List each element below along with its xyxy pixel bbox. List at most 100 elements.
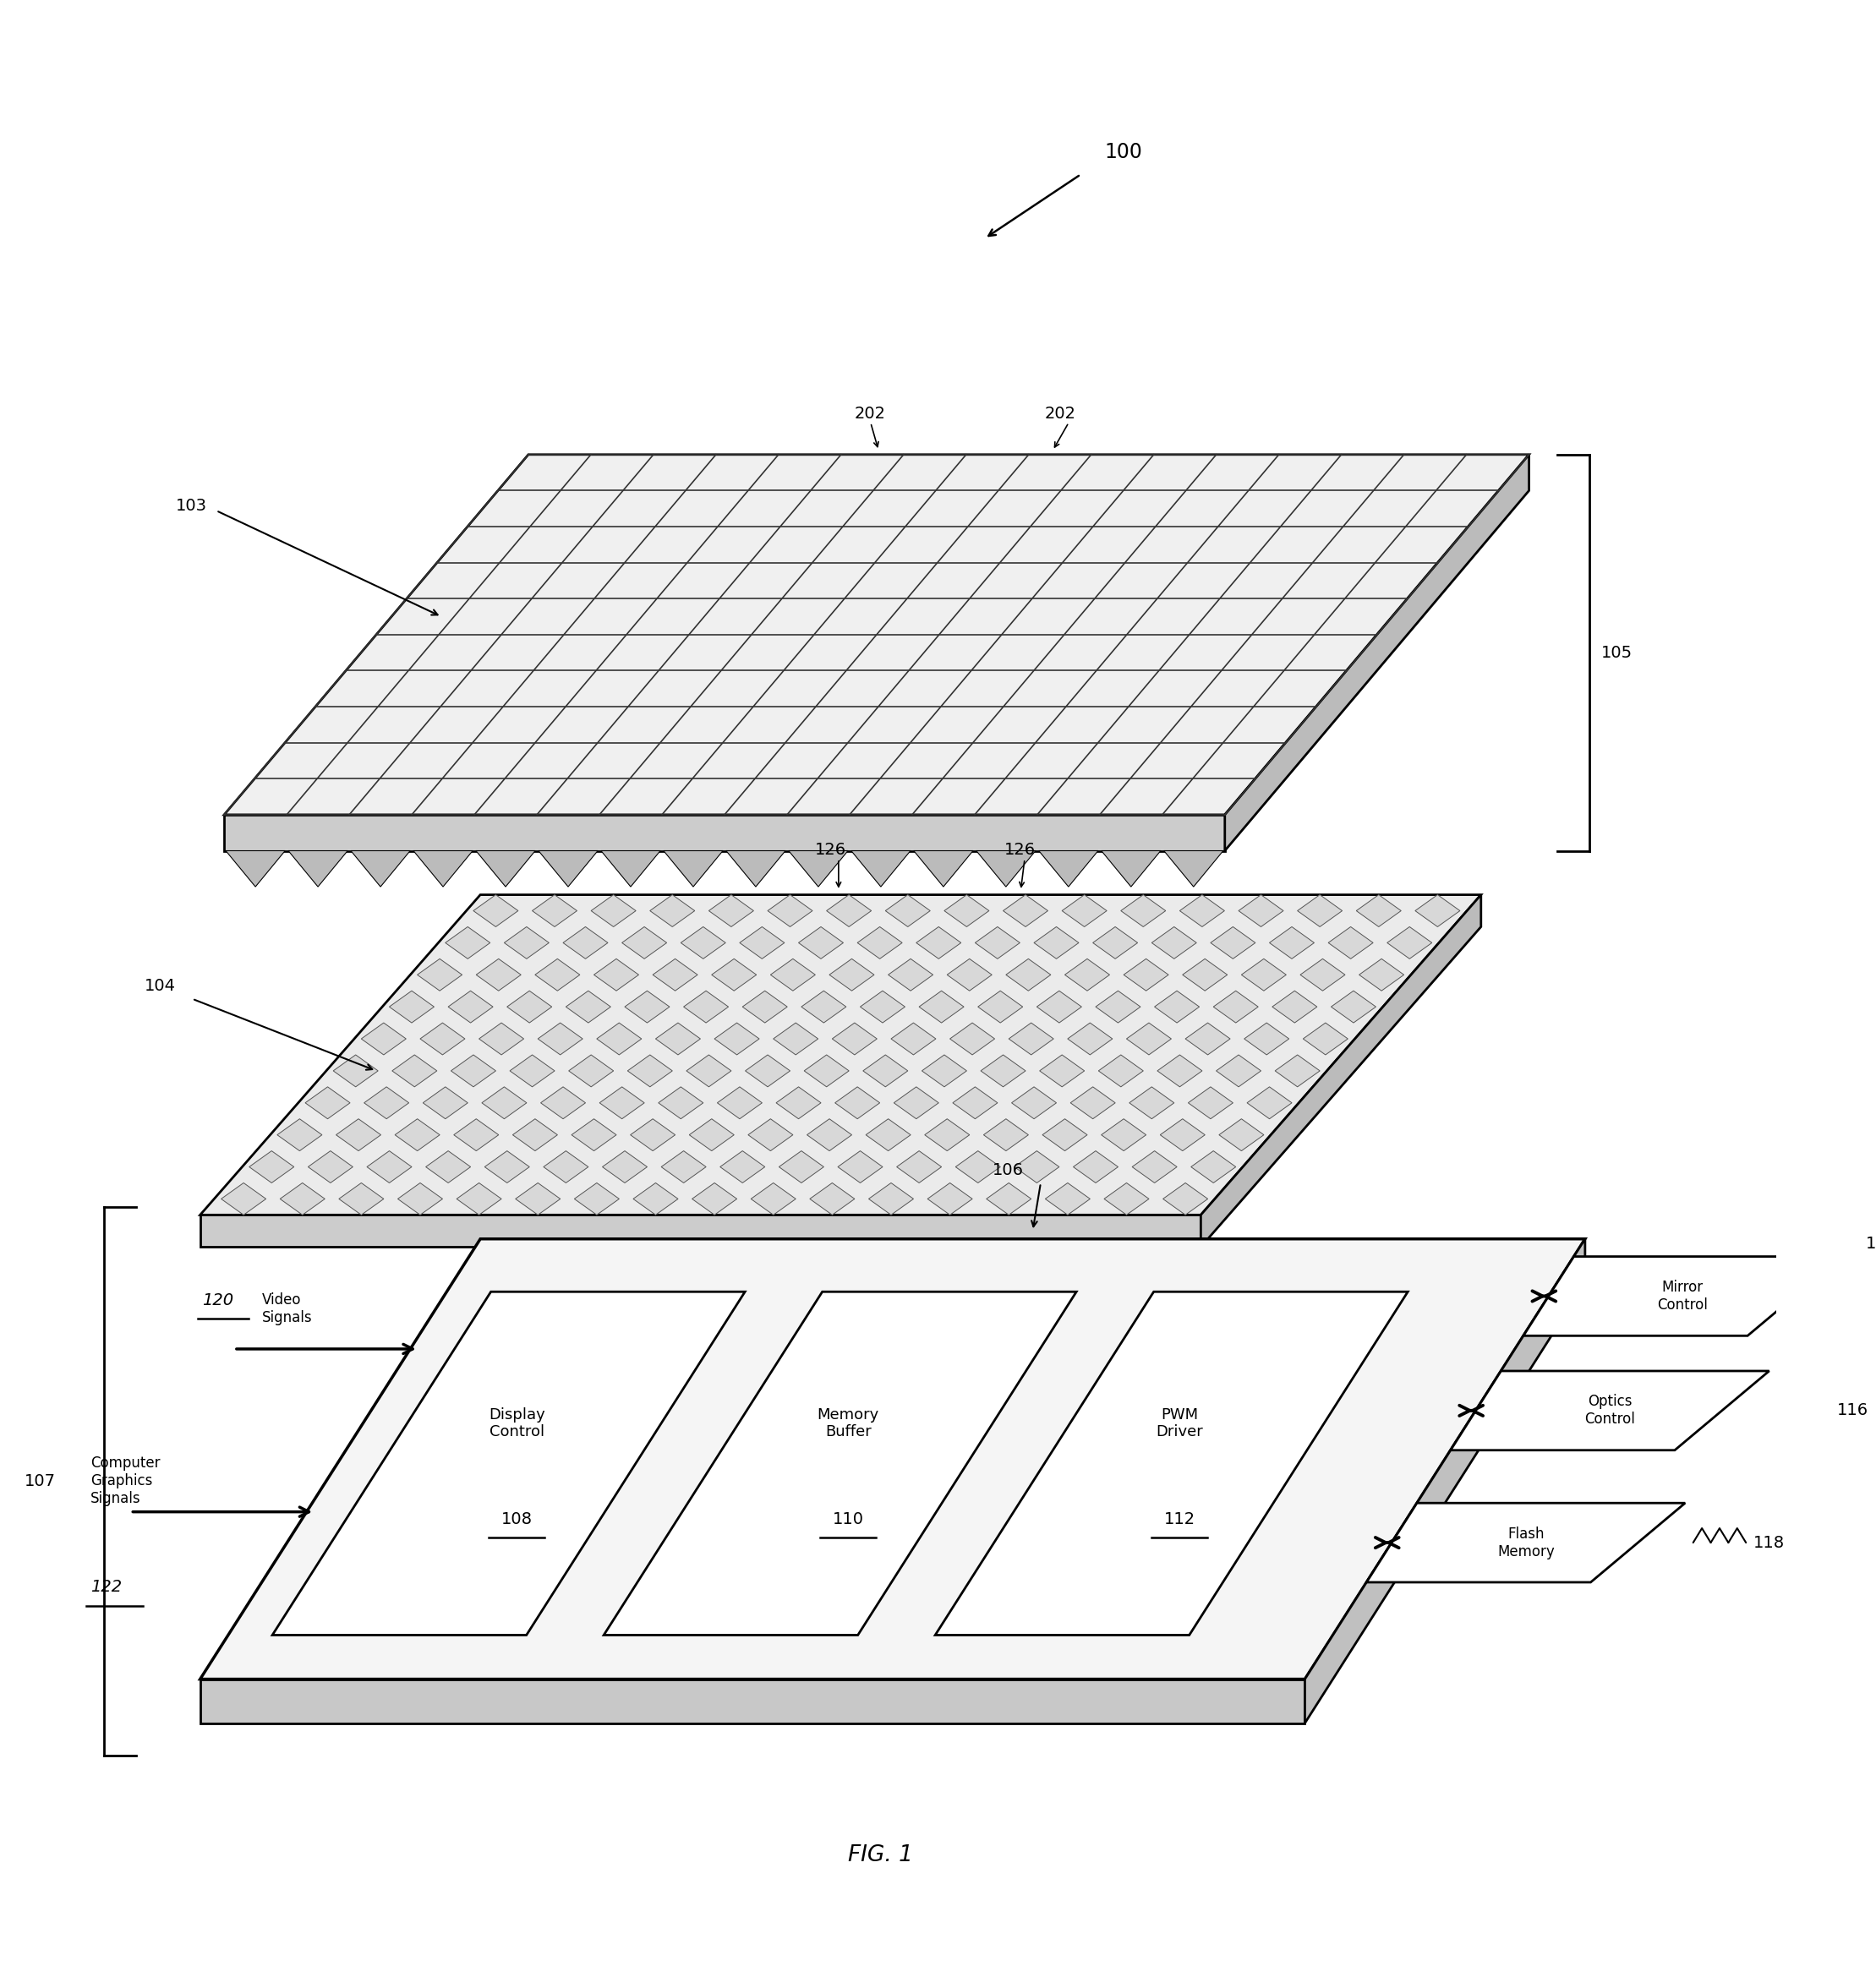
Text: 126: 126 (1006, 843, 1036, 859)
Polygon shape (1011, 1087, 1056, 1119)
Polygon shape (223, 455, 1529, 815)
Polygon shape (1154, 990, 1199, 1022)
Polygon shape (799, 926, 844, 958)
Polygon shape (687, 1056, 732, 1087)
Polygon shape (516, 1183, 561, 1215)
Polygon shape (1356, 895, 1401, 926)
Polygon shape (779, 1151, 824, 1183)
Polygon shape (398, 1183, 443, 1215)
Polygon shape (807, 1119, 852, 1151)
Polygon shape (223, 815, 1225, 851)
Polygon shape (1201, 895, 1480, 1246)
Polygon shape (595, 958, 638, 990)
Polygon shape (630, 1119, 675, 1151)
Polygon shape (1157, 1056, 1203, 1087)
Polygon shape (454, 1119, 499, 1151)
Polygon shape (456, 1183, 501, 1215)
Polygon shape (987, 1183, 1032, 1215)
Text: 105: 105 (1600, 644, 1632, 660)
Polygon shape (692, 1183, 737, 1215)
Polygon shape (1067, 1022, 1112, 1056)
Polygon shape (658, 1087, 704, 1119)
Polygon shape (634, 1183, 677, 1215)
Polygon shape (538, 1022, 583, 1056)
Polygon shape (600, 851, 660, 887)
Polygon shape (953, 1087, 998, 1119)
Polygon shape (623, 926, 666, 958)
Polygon shape (1186, 1022, 1231, 1056)
Polygon shape (602, 1151, 647, 1183)
Polygon shape (362, 1022, 405, 1056)
Polygon shape (927, 1183, 972, 1215)
Polygon shape (745, 1056, 790, 1087)
Polygon shape (1099, 1056, 1142, 1087)
Text: PWM
Driver: PWM Driver (1156, 1408, 1203, 1439)
Polygon shape (1225, 455, 1529, 851)
Polygon shape (201, 1215, 1201, 1246)
Polygon shape (1073, 1151, 1118, 1183)
Polygon shape (660, 1151, 705, 1183)
Polygon shape (885, 895, 930, 926)
Polygon shape (473, 895, 518, 926)
Polygon shape (1131, 1151, 1176, 1183)
Text: Memory
Buffer: Memory Buffer (818, 1408, 880, 1439)
Polygon shape (1039, 851, 1097, 887)
Polygon shape (949, 1022, 994, 1056)
Polygon shape (839, 1151, 882, 1183)
Polygon shape (739, 926, 784, 958)
Polygon shape (915, 926, 961, 958)
Polygon shape (1120, 895, 1165, 926)
Polygon shape (688, 1119, 734, 1151)
Polygon shape (955, 1151, 1000, 1183)
Polygon shape (250, 1151, 295, 1183)
Polygon shape (1386, 926, 1431, 958)
Polygon shape (1101, 851, 1161, 887)
Text: 126: 126 (814, 843, 846, 859)
Polygon shape (478, 1022, 523, 1056)
Polygon shape (1182, 958, 1227, 990)
Polygon shape (1045, 1183, 1090, 1215)
Text: 202: 202 (855, 406, 885, 421)
Polygon shape (567, 990, 612, 1022)
Polygon shape (655, 1022, 700, 1056)
Text: 118: 118 (1754, 1535, 1784, 1551)
Polygon shape (574, 1183, 619, 1215)
Polygon shape (477, 851, 535, 887)
Polygon shape (628, 1056, 672, 1087)
Polygon shape (484, 1151, 529, 1183)
Polygon shape (1191, 1151, 1236, 1183)
Polygon shape (1159, 1119, 1204, 1151)
Polygon shape (947, 958, 992, 990)
Polygon shape (773, 1022, 818, 1056)
Polygon shape (1066, 958, 1109, 990)
Polygon shape (829, 958, 874, 990)
Polygon shape (482, 1087, 527, 1119)
Text: 120: 120 (203, 1292, 233, 1308)
Polygon shape (507, 990, 552, 1022)
Text: 104: 104 (144, 978, 174, 994)
Polygon shape (416, 958, 461, 990)
Polygon shape (450, 1056, 495, 1087)
Polygon shape (201, 1680, 1306, 1724)
Polygon shape (340, 1183, 385, 1215)
Text: Display
Control: Display Control (488, 1408, 544, 1439)
Polygon shape (983, 1119, 1028, 1151)
Polygon shape (1272, 990, 1317, 1022)
Polygon shape (510, 1056, 555, 1087)
Text: Mirror
Control: Mirror Control (1657, 1280, 1707, 1312)
Polygon shape (540, 1087, 585, 1119)
Polygon shape (1306, 1239, 1585, 1724)
Polygon shape (897, 1151, 942, 1183)
Text: 106: 106 (992, 1163, 1024, 1179)
Polygon shape (533, 895, 578, 926)
Polygon shape (1101, 1119, 1146, 1151)
Polygon shape (422, 1087, 467, 1119)
Text: FIG. 1: FIG. 1 (848, 1845, 914, 1867)
Polygon shape (893, 1087, 938, 1119)
Polygon shape (653, 958, 698, 990)
Polygon shape (1248, 1087, 1293, 1119)
Polygon shape (867, 1119, 910, 1151)
Polygon shape (683, 990, 728, 1022)
Polygon shape (1015, 1151, 1060, 1183)
Polygon shape (572, 1119, 617, 1151)
